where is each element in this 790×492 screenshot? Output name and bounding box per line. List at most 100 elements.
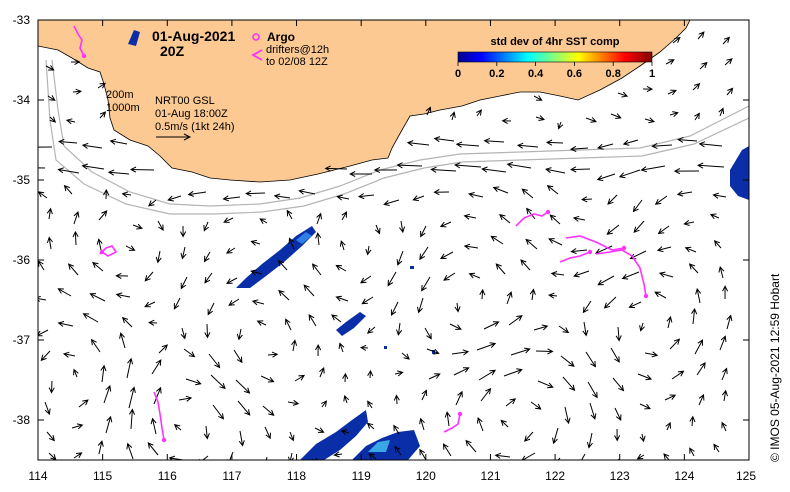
- current-arrow: [312, 457, 318, 460]
- current-arrow: [495, 263, 506, 275]
- isobath-200m: [51, 59, 749, 207]
- current-arrow: [97, 82, 107, 89]
- current-arrow: [78, 399, 89, 408]
- current-arrow: [419, 417, 425, 431]
- current-arrow: [548, 238, 563, 246]
- y-tick-label: -34: [13, 93, 31, 107]
- current-arrow: [433, 189, 450, 196]
- current-arrow: [185, 378, 202, 386]
- x-tick-label: 119: [352, 469, 371, 483]
- scale-arrow: [156, 133, 192, 141]
- drifter-track: [559, 251, 591, 263]
- current-arrow: [684, 246, 697, 253]
- current-arrow: [718, 265, 725, 279]
- current-arrow: [158, 344, 168, 354]
- drifter-track: [515, 211, 549, 227]
- current-arrow: [57, 167, 80, 174]
- current-arrow: [180, 327, 187, 340]
- drifter-marker: [161, 437, 167, 443]
- current-arrow: [439, 251, 454, 260]
- current-arrow: [639, 322, 645, 332]
- current-arrow: [420, 225, 427, 238]
- current-arrow: [417, 297, 424, 314]
- current-arrow: [597, 143, 614, 150]
- current-arrow: [628, 301, 642, 309]
- current-arrow: [298, 188, 316, 195]
- current-arrow: [533, 95, 543, 101]
- current-arrow: [657, 225, 670, 235]
- plot-frame: [37, 19, 750, 461]
- current-arrow: [335, 264, 347, 272]
- current-arrow: [144, 271, 154, 282]
- current-arrow: [365, 245, 372, 256]
- current-arrow: [610, 113, 622, 119]
- current-arrow: [125, 245, 136, 251]
- current-arrow: [713, 443, 720, 453]
- current-arrow: [585, 351, 596, 368]
- current-arrow: [453, 367, 470, 376]
- current-arrow: [267, 351, 279, 358]
- current-arrow: [665, 421, 671, 431]
- x-axis-labels: 114 115 116 117 118 119 120 121 122 123 …: [28, 469, 756, 483]
- current-arrow: [148, 319, 158, 326]
- current-arrow: [549, 214, 561, 225]
- current-arrow: [324, 165, 348, 172]
- argo-icon: [252, 33, 260, 41]
- current-arrow: [357, 193, 375, 200]
- current-arrow: [72, 230, 79, 246]
- current-arrow: [203, 221, 210, 232]
- current-arrow: [586, 432, 593, 449]
- current-arrow: [47, 95, 56, 101]
- current-arrow: [546, 185, 559, 195]
- current-arrow: [38, 329, 49, 337]
- current-arrow: [394, 445, 402, 456]
- current-arrow: [664, 394, 677, 401]
- drifter-marker: [81, 53, 87, 59]
- current-arrow: [617, 91, 629, 98]
- current-arrow: [396, 322, 403, 336]
- current-arrow: [614, 428, 621, 442]
- current-arrow: [286, 209, 293, 220]
- current-arrow: [315, 232, 322, 246]
- colorbar-gradient: [457, 51, 653, 63]
- x-tick-label: 114: [28, 469, 47, 483]
- analysis-time-label: 01-Aug 18:00Z: [155, 108, 228, 120]
- current-arrow: [548, 292, 558, 299]
- x-tick-label: 116: [158, 469, 177, 483]
- current-arrow: [570, 248, 588, 255]
- current-arrow: [699, 61, 708, 70]
- drifter-marker: [621, 245, 627, 251]
- colorbar-tick-label: 0: [455, 68, 461, 80]
- current-arrow: [672, 36, 681, 44]
- current-arrow: [340, 429, 350, 436]
- current-arrow: [226, 277, 238, 284]
- colorbar-tick-label: 0.6: [567, 68, 582, 80]
- current-arrow: [476, 416, 484, 432]
- current-arrow: [587, 381, 598, 399]
- current-arrow: [225, 247, 236, 254]
- current-arrow: [49, 116, 57, 123]
- current-arrow: [524, 431, 534, 442]
- current-arrow: [245, 190, 266, 197]
- current-arrow: [506, 291, 513, 305]
- current-arrow: [173, 297, 181, 310]
- colorbar-ticks: [457, 62, 653, 66]
- current-arrow: [121, 191, 132, 198]
- drifters-label: drifters@12h: [266, 44, 329, 56]
- current-arrow: [367, 400, 373, 409]
- current-arrow: [212, 404, 225, 420]
- current-arrow: [46, 207, 53, 220]
- current-arrow: [612, 377, 625, 392]
- current-arrow: [654, 195, 668, 205]
- current-arrow: [421, 276, 431, 292]
- current-arrow: [71, 423, 84, 430]
- drifter-marker: [99, 249, 105, 255]
- current-arrow: [132, 223, 143, 230]
- current-arrow: [694, 112, 700, 121]
- current-arrow: [223, 217, 234, 223]
- scale-label: 0.5m/s (1kt 24h): [155, 121, 234, 133]
- current-arrow: [99, 111, 107, 119]
- current-arrow: [724, 58, 733, 66]
- current-arrow: [665, 59, 675, 65]
- current-arrow: [442, 443, 452, 457]
